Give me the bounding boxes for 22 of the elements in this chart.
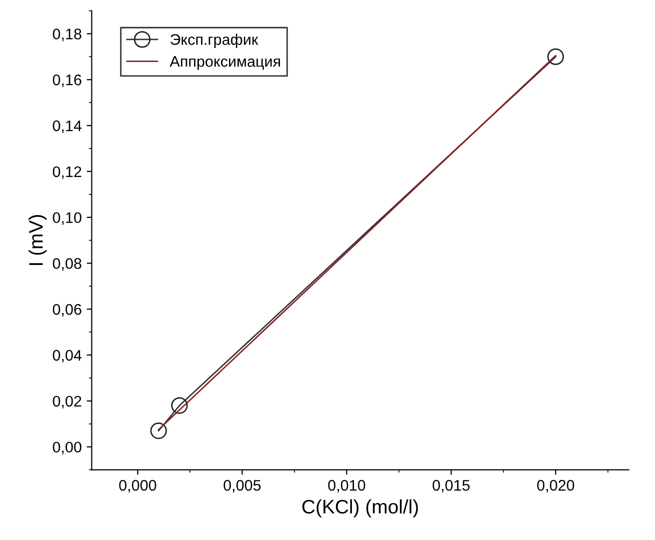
x-axis-title: C(KCl) (mol/l) <box>302 499 418 518</box>
point <box>547 48 564 66</box>
legend-label: Аппроксимация <box>170 56 280 70</box>
y-tick-label: 0,04 <box>52 350 82 363</box>
x-tick-label: 0,020 <box>537 480 574 493</box>
y-tick-label: 0,12 <box>52 166 82 179</box>
y-axis-title: I (mV) <box>28 215 47 265</box>
y-tick-label: 0,02 <box>52 396 82 408</box>
point <box>171 397 188 414</box>
y-tick-label: 0,10 <box>52 212 82 225</box>
legend-label: Эксп.график <box>170 34 258 48</box>
y-tick-label: 0,14 <box>52 120 82 134</box>
y-tick-label: 0,08 <box>52 258 82 271</box>
y-tick-label: 0,18 <box>52 28 82 42</box>
x-tick-label: 0,005 <box>224 480 261 493</box>
y-tick-label: 0,16 <box>52 74 82 88</box>
x-tick-label: 0,010 <box>328 480 366 493</box>
y-tick-label: 0,06 <box>52 304 82 317</box>
x-tick-label: 0,015 <box>432 480 470 493</box>
y-tick-label: 0,00 <box>52 442 82 454</box>
point <box>150 422 167 440</box>
x-tick-label: 0,000 <box>119 480 156 493</box>
